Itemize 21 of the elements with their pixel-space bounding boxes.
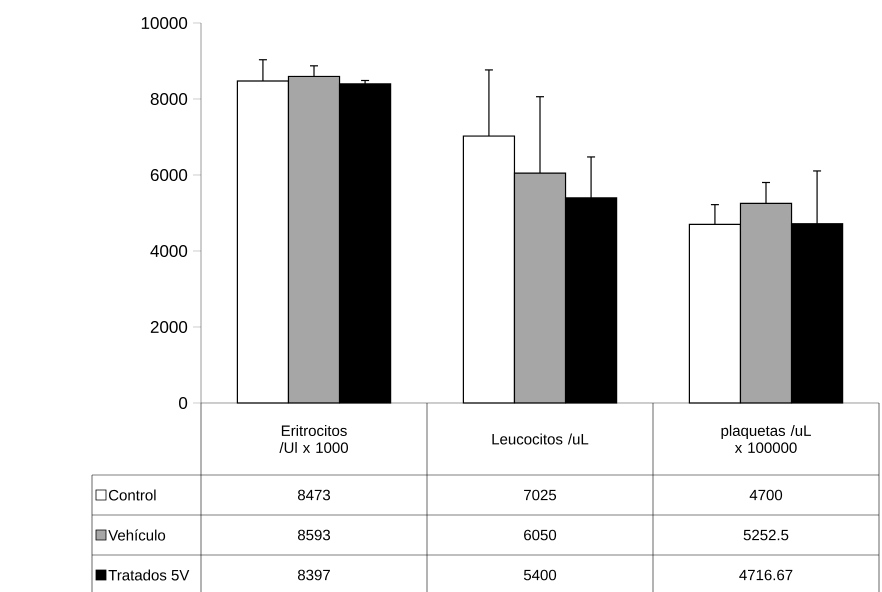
y-tick-label: 6000: [150, 168, 188, 182]
data-label: 6050: [524, 530, 556, 540]
legend-label: Control: [108, 489, 156, 500]
x-tick-label: Eritrocitos /Ul x 1000: [279, 424, 348, 453]
legend-label: Vehículo: [108, 529, 166, 541]
x-tick-label: Leucocitos /uL: [492, 433, 588, 444]
data-label: 8593: [298, 530, 330, 540]
data-label: 7025: [524, 490, 556, 500]
data-label: 8473: [298, 490, 330, 500]
x-tick-label: plaquetas /uL x 100000: [722, 424, 811, 453]
y-tick-label: 2000: [150, 320, 188, 334]
legend-label: Tratados 5V: [108, 569, 190, 580]
y-tick-label: 4000: [150, 244, 188, 258]
data-label: 8397: [298, 570, 330, 580]
data-label: 5400: [524, 570, 556, 580]
data-label: 5252.5: [744, 530, 788, 540]
data-label: 4700: [750, 490, 782, 500]
y-tick-label: 8000: [150, 92, 188, 106]
y-tick-label: 10000: [142, 16, 188, 30]
data-label: 4716.67: [739, 570, 792, 580]
y-tick-label: 0: [179, 396, 188, 410]
